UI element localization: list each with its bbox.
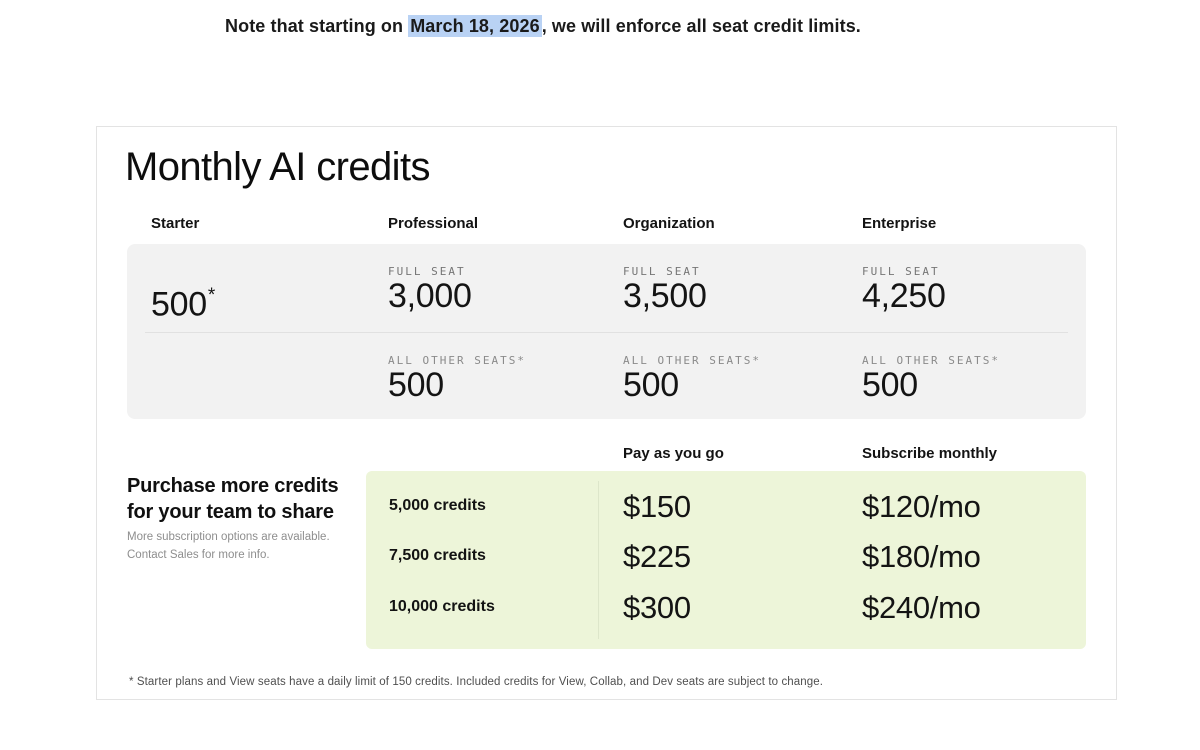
full-seat-label-organization: FULL SEAT xyxy=(623,265,701,278)
plan-header-enterprise: Enterprise xyxy=(862,215,937,232)
purchase-subtext-line2: Contact Sales for more info. xyxy=(127,549,270,561)
pricing-column-divider xyxy=(598,481,599,639)
plan-header-starter: Starter xyxy=(151,215,200,232)
all-other-seats-label-enterprise: ALL OTHER SEATS* xyxy=(862,354,1000,367)
subscribe-price-5000: $120/mo xyxy=(862,489,981,524)
seat-credit-limits-note: Note that starting on March 18, 2026, we… xyxy=(225,15,861,37)
plan-header-professional: Professional xyxy=(388,215,479,232)
tier-credits-10000: 10,000 credits xyxy=(389,598,495,615)
purchase-subtext-line1: More subscription options are available. xyxy=(127,531,330,543)
payg-price-7500: $225 xyxy=(623,539,691,574)
included-credits-box: 500* FULL SEAT FULL SEAT FULL SEAT 3,000… xyxy=(127,244,1086,419)
plan-header-organization: Organization xyxy=(623,215,715,232)
full-seat-label-professional: FULL SEAT xyxy=(388,265,466,278)
note-suffix: , we will enforce all seat credit limits… xyxy=(541,16,861,36)
starter-asterisk: * xyxy=(207,285,215,306)
subscribe-monthly-header: Subscribe monthly xyxy=(862,445,998,462)
tier-credits-7500: 7,500 credits xyxy=(389,547,486,564)
tier-credits-5000: 5,000 credits xyxy=(389,497,486,514)
all-other-seats-value-professional: 500 xyxy=(388,366,444,404)
pay-as-you-go-header: Pay as you go xyxy=(623,445,724,462)
full-seat-value-enterprise: 4,250 xyxy=(862,277,946,315)
purchase-heading: Purchase more credits for your team to s… xyxy=(127,473,339,525)
all-other-seats-label-organization: ALL OTHER SEATS* xyxy=(623,354,761,367)
full-seat-value-organization: 3,500 xyxy=(623,277,707,315)
full-seat-value-professional: 3,000 xyxy=(388,277,472,315)
all-other-seats-value-enterprise: 500 xyxy=(862,366,918,404)
full-seat-label-enterprise: FULL SEAT xyxy=(862,265,940,278)
purchase-heading-line1: Purchase more credits xyxy=(127,475,339,497)
purchase-heading-line2: for your team to share xyxy=(127,501,334,523)
subscribe-price-10000: $240/mo xyxy=(862,590,981,625)
purchase-pricing-box: 5,000 credits 7,500 credits 10,000 credi… xyxy=(366,471,1086,649)
purchase-subtext: More subscription options are available.… xyxy=(127,528,330,564)
credits-footnote: * Starter plans and View seats have a da… xyxy=(129,676,824,688)
payg-price-5000: $150 xyxy=(623,489,691,524)
all-other-seats-value-organization: 500 xyxy=(623,366,679,404)
note-prefix: Note that starting on xyxy=(225,16,409,36)
monthly-ai-credits-card: Monthly AI credits Starter Professional … xyxy=(96,126,1117,700)
payg-price-10000: $300 xyxy=(623,590,691,625)
card-title: Monthly AI credits xyxy=(125,145,430,189)
credits-row-divider xyxy=(145,332,1068,333)
note-highlighted-date: March 18, 2026 xyxy=(408,15,542,37)
subscribe-price-7500: $180/mo xyxy=(862,539,981,574)
starter-credits-value: 500* xyxy=(151,285,215,324)
all-other-seats-label-professional: ALL OTHER SEATS* xyxy=(388,354,526,367)
